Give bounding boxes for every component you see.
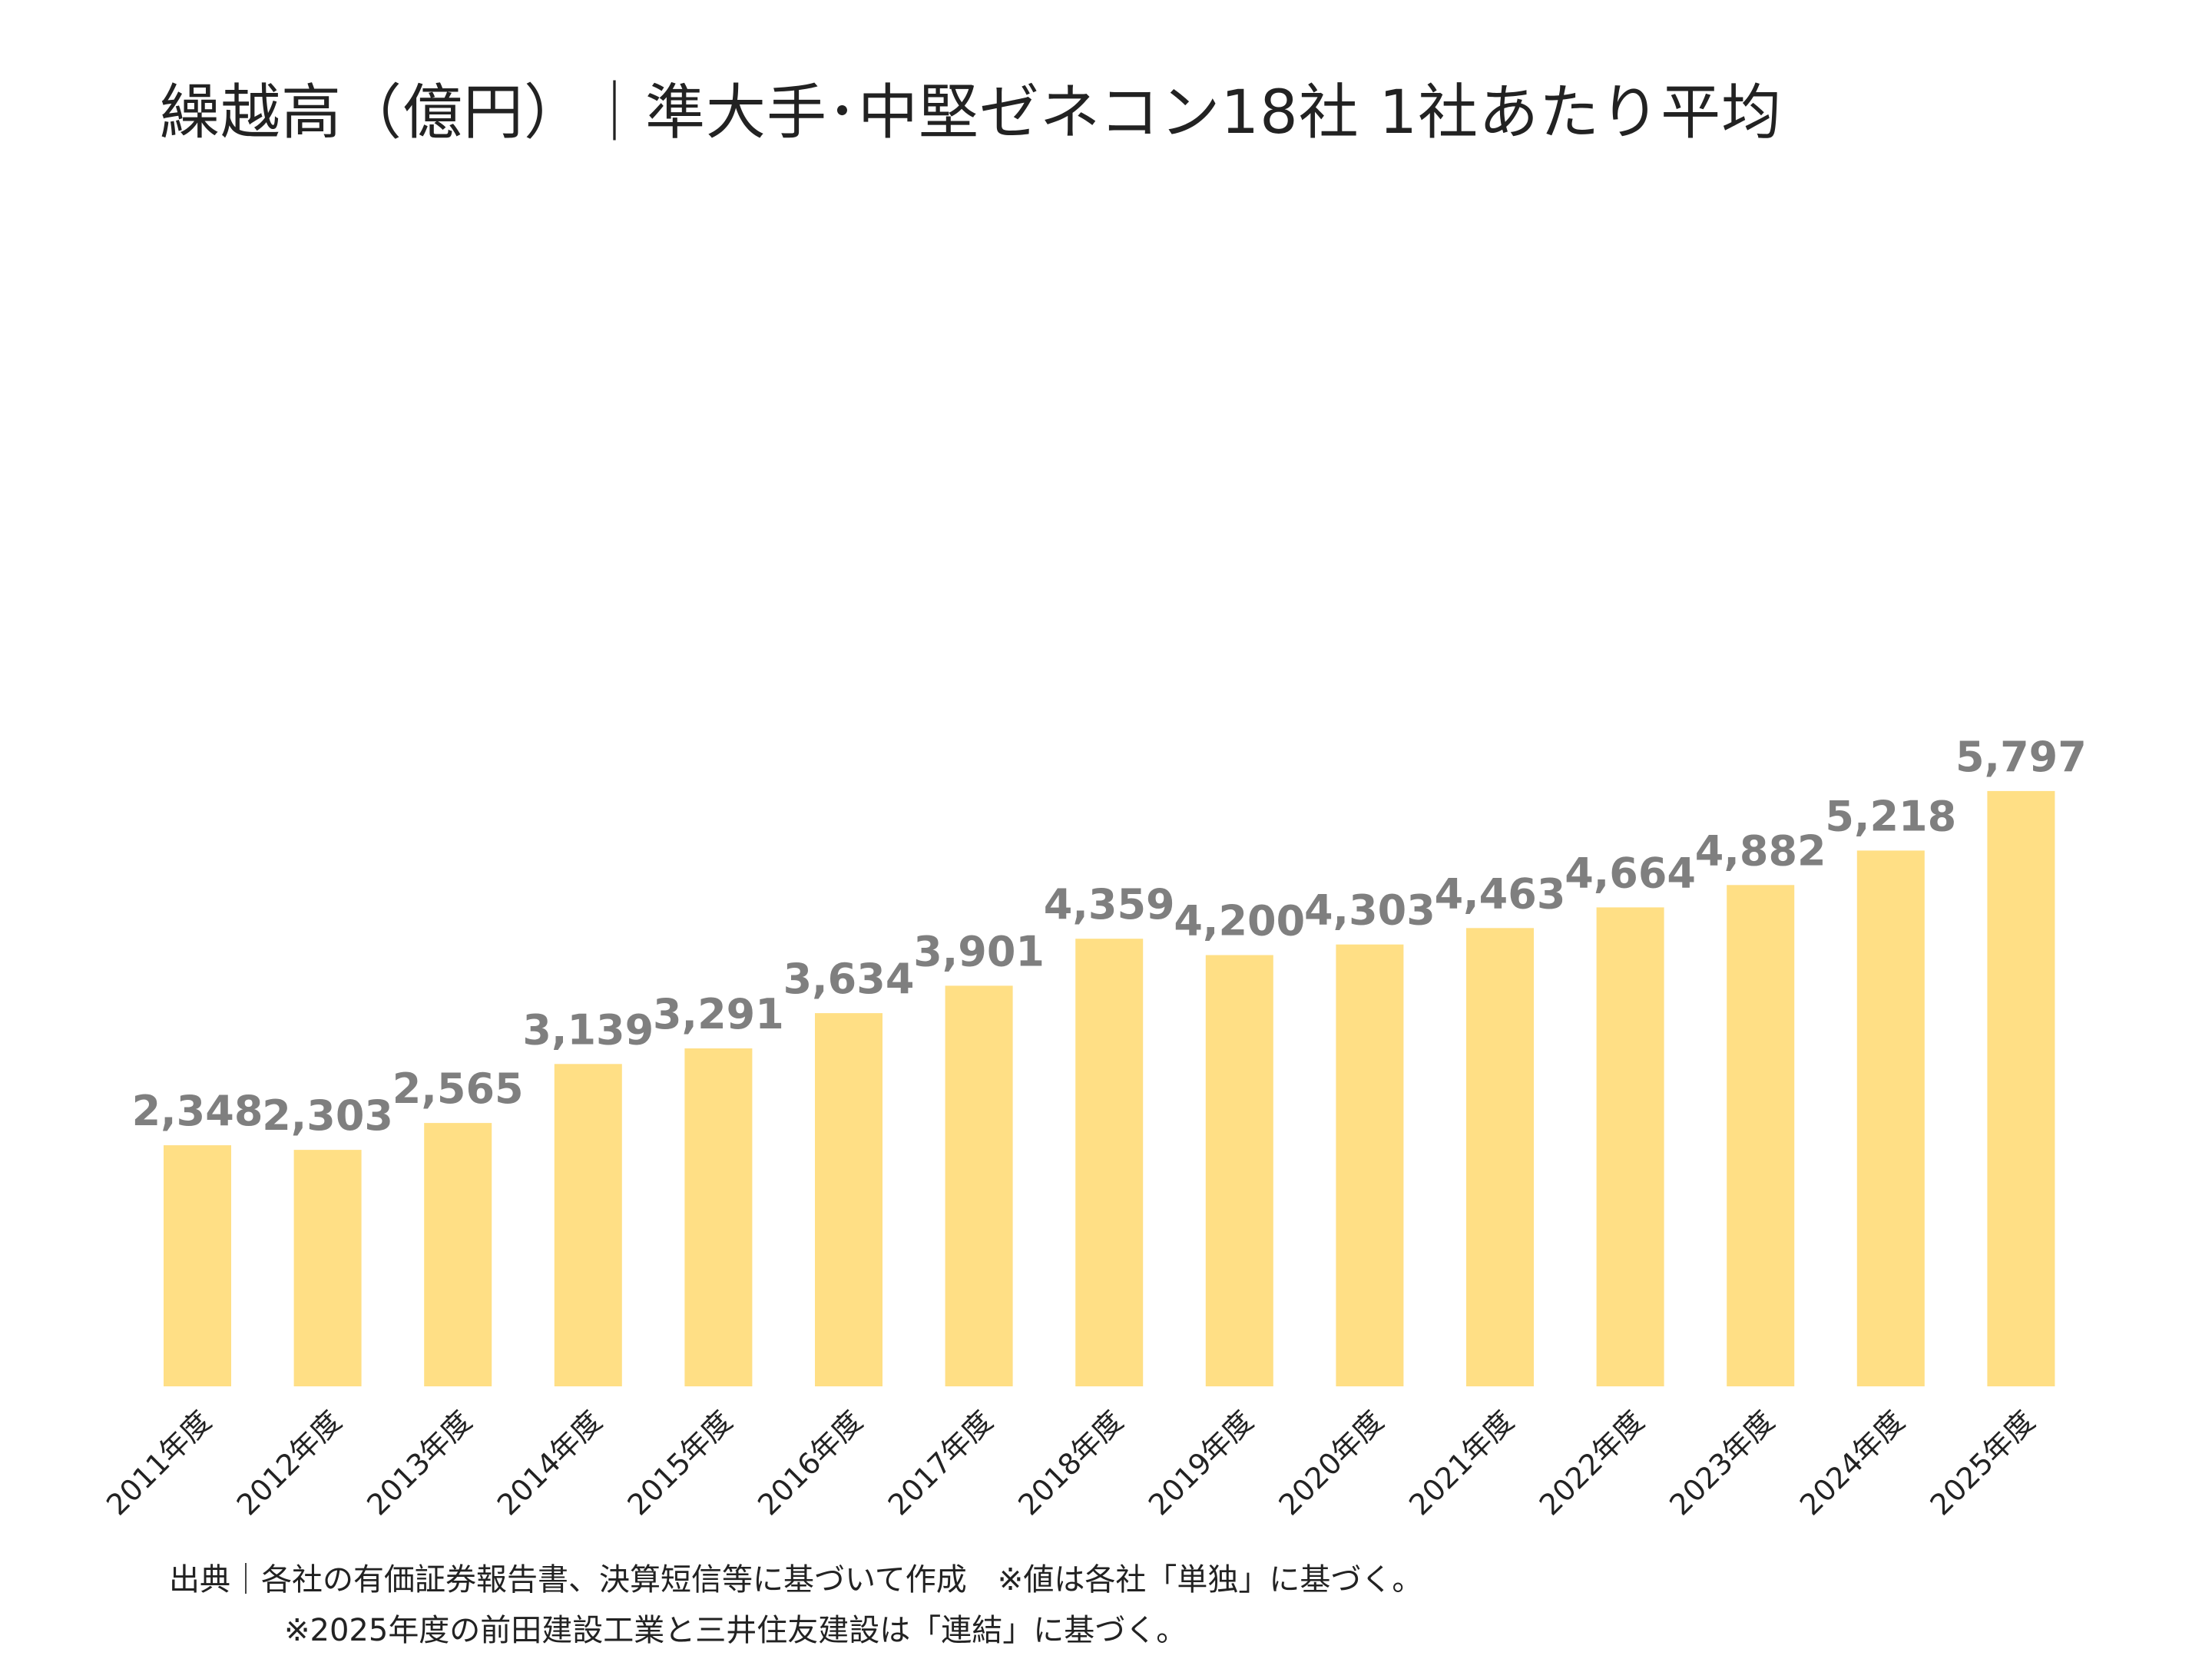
category-label: 2018年度 — [1012, 1404, 1129, 1522]
bars-layer — [164, 790, 2055, 1386]
value-label: 3,291 — [653, 990, 784, 1038]
category-label: 2022年度 — [1533, 1404, 1651, 1522]
bar-2018年度 — [1075, 939, 1144, 1386]
value-label: 2,565 — [392, 1065, 524, 1113]
bar-2014年度 — [554, 1064, 622, 1386]
source-note: 出典｜各社の有価証券報告書、決算短信等に基づいて作成 ※値は各社「単独」に基づく… — [169, 1562, 1423, 1598]
value-label: 4,882 — [1695, 826, 1826, 875]
category-label: 2023年度 — [1663, 1404, 1780, 1522]
value-label: 2,303 — [262, 1091, 393, 1140]
bar-2016年度 — [815, 1013, 882, 1386]
value-label: 5,218 — [1825, 792, 1956, 840]
bar-2025年度 — [1987, 790, 2055, 1386]
bar-2022年度 — [1596, 907, 1664, 1386]
value-label: 4,359 — [1044, 880, 1175, 929]
bar-2015年度 — [684, 1048, 753, 1386]
bar-2024年度 — [1856, 850, 1925, 1386]
category-label: 2013年度 — [360, 1404, 478, 1522]
category-label: 2015年度 — [621, 1404, 739, 1522]
category-label: 2024年度 — [1793, 1404, 1911, 1522]
value-label: 4,200 — [1174, 897, 1305, 945]
bar-2023年度 — [1727, 885, 1795, 1386]
bar-2012年度 — [293, 1150, 362, 1386]
category-label: 2019年度 — [1142, 1404, 1260, 1522]
category-label: 2020年度 — [1273, 1404, 1390, 1522]
category-labels-layer: 2011年度 2012年度 2013年度 2014年度 2015年度 2016年度 2017… — [100, 1404, 2041, 1522]
bar-2020年度 — [1336, 944, 1404, 1386]
value-label: 5,797 — [1955, 733, 2087, 781]
category-label: 2011年度 — [100, 1404, 217, 1522]
value-label: 3,634 — [783, 955, 915, 1003]
bar-2013年度 — [424, 1123, 492, 1386]
value-label: 3,901 — [913, 927, 1045, 975]
bar-2017年度 — [945, 985, 1013, 1386]
category-label: 2021年度 — [1402, 1404, 1520, 1522]
category-label: 2012年度 — [230, 1404, 348, 1522]
chart-title: 繰越高（億円）｜準大手･中堅ゼネコン18社 1社あたり平均 — [160, 78, 1783, 147]
bar-2019年度 — [1205, 955, 1273, 1386]
bar-2011年度 — [164, 1145, 231, 1386]
value-label: 4,664 — [1565, 849, 1696, 897]
value-label: 2,348 — [132, 1087, 263, 1135]
bar-2021年度 — [1466, 928, 1534, 1386]
category-label: 2014年度 — [491, 1404, 608, 1522]
value-label: 3,139 — [522, 1005, 654, 1054]
value-label: 4,303 — [1304, 886, 1435, 935]
footnote: ※2025年度の前田建設工業と三井住友建設は「連結」に基づく。 — [284, 1613, 1187, 1648]
value-label: 4,463 — [1435, 869, 1566, 918]
category-label: 2025年度 — [1924, 1404, 2041, 1522]
category-label: 2016年度 — [751, 1404, 869, 1522]
category-label: 2017年度 — [882, 1404, 999, 1522]
